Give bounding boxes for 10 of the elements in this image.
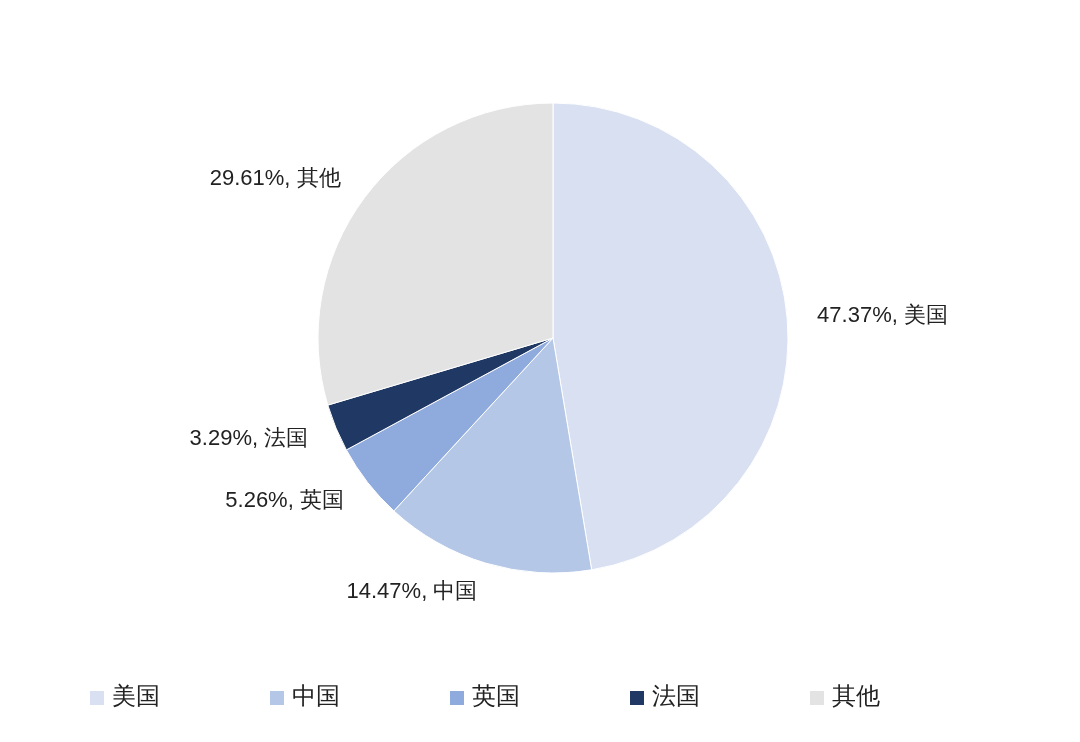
legend-label: 法国: [652, 682, 700, 710]
legend-label: 英国: [472, 682, 520, 710]
legend-label: 美国: [112, 682, 160, 710]
data-label: 14.47%, 中国: [346, 577, 478, 603]
legend-label: 中国: [292, 682, 340, 710]
data-label: 5.26%, 英国: [225, 486, 344, 512]
legend-label: 其他: [832, 682, 880, 710]
data-label: 29.61%, 其他: [209, 165, 341, 191]
data-label: 47.37%, 美国: [817, 301, 948, 327]
data-label: 3.29%, 法国: [189, 425, 309, 451]
